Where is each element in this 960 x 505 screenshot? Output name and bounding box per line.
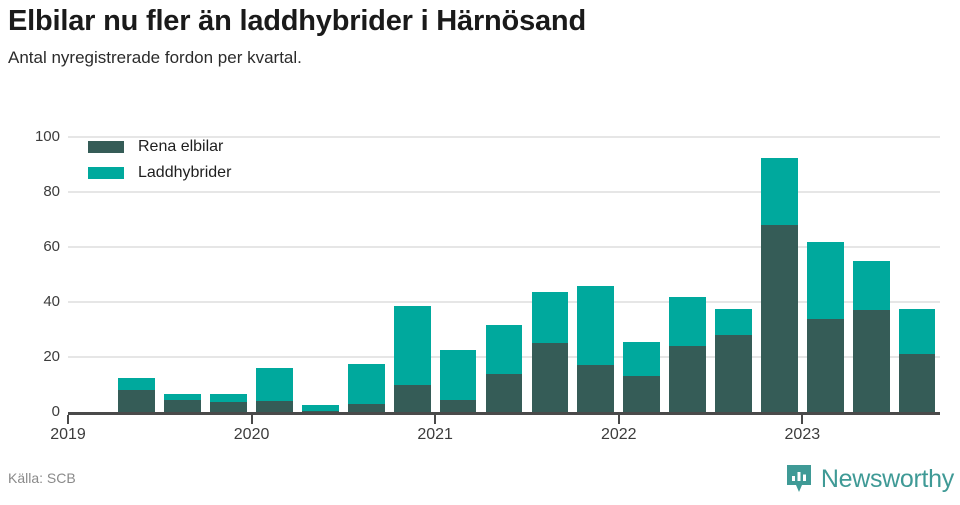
x-axis-tick-mark [617, 415, 620, 424]
bar-segment-rena-elbilar[interactable] [806, 318, 844, 412]
brand-name: Newsworthy [820, 465, 954, 493]
bar-segment-laddhybrider[interactable] [347, 363, 385, 404]
bar-chart-logo-icon [786, 464, 812, 494]
legend-swatch-icon [88, 141, 124, 153]
bar-segment-laddhybrider[interactable] [852, 260, 890, 311]
bar-stack[interactable] [347, 363, 385, 412]
bar-stack[interactable] [531, 292, 569, 412]
source-label: Källa: SCB [8, 470, 76, 486]
bar-segment-laddhybrider[interactable] [302, 405, 339, 411]
x-axis-tick-mark [250, 415, 253, 424]
bar-segment-laddhybrider[interactable] [806, 241, 844, 319]
y-axis-tick-label: 40 [43, 293, 60, 310]
bar-stack[interactable] [577, 285, 615, 412]
bar-segment-laddhybrider[interactable] [485, 325, 523, 374]
chart-header: Elbilar nu fler än laddhybrider i Härnös… [8, 4, 952, 69]
bar-segment-laddhybrider[interactable] [439, 350, 477, 400]
bar-segment-laddhybrider[interactable] [577, 285, 615, 366]
bar-stack[interactable] [761, 157, 798, 412]
bar-segment-laddhybrider[interactable] [210, 394, 247, 403]
x-axis-tick-label: 2020 [233, 426, 270, 443]
bar-stack[interactable] [393, 306, 431, 412]
bar-segment-rena-elbilar[interactable] [302, 410, 339, 412]
bar-segment-rena-elbilar[interactable] [577, 365, 615, 412]
bar-stack[interactable] [210, 394, 247, 412]
bar-stack[interactable] [164, 394, 202, 412]
x-axis-line [68, 412, 940, 415]
bar-segment-rena-elbilar[interactable] [531, 343, 569, 412]
bar-stack[interactable] [439, 350, 477, 412]
bar-segment-laddhybrider[interactable] [898, 308, 936, 355]
bar-segment-rena-elbilar[interactable] [761, 225, 798, 412]
bar-segment-rena-elbilar[interactable] [347, 403, 385, 412]
gridline [68, 136, 940, 138]
bar-segment-rena-elbilar[interactable] [898, 354, 936, 412]
x-axis-tick-label: 2023 [784, 426, 821, 443]
gridline [68, 246, 940, 248]
bar-segment-rena-elbilar[interactable] [439, 399, 477, 412]
x-axis-tick-label: 2019 [50, 426, 86, 443]
bar-segment-rena-elbilar[interactable] [393, 384, 431, 412]
legend-item-label: Rena elbilar [138, 138, 224, 155]
legend-item[interactable]: Rena elbilar [88, 134, 231, 160]
y-axis-tick-label: 60 [43, 238, 60, 255]
x-axis-tick-mark [67, 415, 69, 424]
gridline [68, 301, 940, 303]
x-axis-tick-mark [434, 415, 437, 424]
bar-stack[interactable] [485, 325, 523, 412]
bar-segment-laddhybrider[interactable] [531, 292, 569, 344]
chart-subtitle: Antal nyregistrerade fordon per kvartal. [8, 48, 302, 67]
bar-segment-rena-elbilar[interactable] [256, 401, 293, 412]
y-axis-tick-label: 20 [43, 348, 60, 365]
legend-item[interactable]: Laddhybrider [88, 160, 231, 186]
chart-footer: Källa: SCB Newsworthy [0, 462, 960, 505]
bar-stack[interactable] [669, 296, 706, 412]
y-axis-tick-label: 100 [34, 128, 60, 145]
bar-segment-laddhybrider[interactable] [715, 308, 752, 335]
bar-stack[interactable] [623, 341, 661, 412]
legend-swatch-icon [88, 167, 124, 179]
x-axis-tick-label: 2021 [417, 426, 453, 443]
bar-segment-laddhybrider[interactable] [393, 306, 431, 385]
x-axis-tick-mark [801, 415, 804, 424]
bar-segment-laddhybrider[interactable] [118, 377, 156, 390]
legend-item-label: Laddhybrider [138, 164, 232, 181]
page-title: Elbilar nu fler än laddhybrider i Härnös… [8, 5, 586, 37]
bar-segment-laddhybrider[interactable] [761, 157, 798, 225]
x-axis-tick-label: 2022 [600, 426, 637, 443]
gridline [68, 191, 940, 193]
bar-stack[interactable] [806, 241, 844, 412]
bar-segment-rena-elbilar[interactable] [485, 373, 523, 412]
bar-stack[interactable] [256, 368, 293, 412]
chart-legend: Rena elbilar Laddhybrider [88, 134, 231, 186]
bar-stack[interactable] [302, 405, 339, 412]
bar-segment-rena-elbilar[interactable] [210, 402, 247, 412]
bar-segment-rena-elbilar[interactable] [852, 310, 890, 412]
bar-segment-rena-elbilar[interactable] [669, 346, 706, 412]
bar-segment-laddhybrider[interactable] [669, 296, 706, 346]
newsworthy-logo: Newsworthy [786, 464, 954, 494]
bar-segment-rena-elbilar[interactable] [623, 376, 661, 412]
bar-stack[interactable] [852, 260, 890, 412]
bar-stack[interactable] [898, 308, 936, 412]
bar-segment-laddhybrider[interactable] [256, 368, 293, 401]
y-axis-tick-label: 80 [43, 183, 60, 200]
y-axis-tick-label: 0 [51, 403, 60, 420]
bar-segment-rena-elbilar[interactable] [715, 335, 752, 412]
bar-stack[interactable] [715, 308, 752, 412]
bar-segment-laddhybrider[interactable] [164, 394, 202, 400]
bar-segment-rena-elbilar[interactable] [118, 390, 156, 412]
bar-segment-laddhybrider[interactable] [623, 341, 661, 377]
bar-segment-rena-elbilar[interactable] [164, 399, 202, 412]
bar-stack[interactable] [118, 377, 156, 412]
